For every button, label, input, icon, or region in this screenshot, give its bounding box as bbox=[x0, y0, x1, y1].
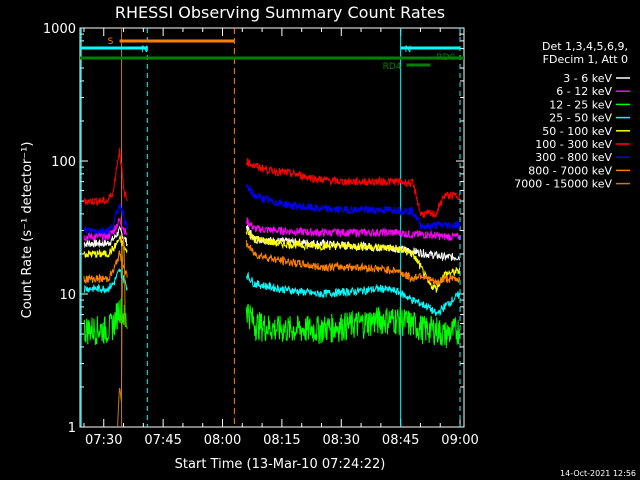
x-tick-label: 07:45 bbox=[144, 433, 181, 448]
y-tick-label: 1 bbox=[68, 421, 76, 436]
series-line bbox=[245, 157, 461, 218]
night-bar-label: N bbox=[405, 45, 412, 55]
chart-title: RHESSI Observing Summary Count Rates bbox=[115, 3, 445, 22]
series-line bbox=[245, 217, 461, 242]
x-tick-label: 07:30 bbox=[85, 433, 122, 448]
series-line bbox=[245, 271, 461, 317]
saa-bar-label: S bbox=[108, 37, 114, 47]
series-line bbox=[245, 303, 461, 349]
legend-label: 800 - 7000 keV bbox=[528, 164, 612, 177]
series-line bbox=[83, 250, 128, 285]
series-line bbox=[245, 184, 461, 232]
decimation-bar-label: RD4 bbox=[383, 62, 402, 72]
y-tick-label: 10 bbox=[59, 288, 76, 303]
series-line bbox=[83, 202, 128, 236]
x-tick-label: 08:45 bbox=[382, 433, 419, 448]
night-bar-label: N bbox=[141, 45, 148, 55]
series-line bbox=[83, 225, 128, 249]
series-line bbox=[83, 216, 128, 243]
legend-header: FDecim 1, Att 0 bbox=[543, 53, 628, 66]
decimation-bar-label: RD0 bbox=[436, 53, 455, 63]
footer-date: 14-Oct-2021 12:56 bbox=[560, 469, 636, 478]
series-line bbox=[245, 228, 461, 293]
x-tick-label: 08:00 bbox=[204, 433, 241, 448]
legend-label: 7000 - 15000 keV bbox=[514, 178, 612, 191]
x-tick-label: 08:15 bbox=[263, 433, 300, 448]
legend-label: 300 - 800 keV bbox=[535, 151, 612, 164]
series-line bbox=[83, 148, 128, 206]
legend-label: 6 - 12 keV bbox=[556, 85, 612, 98]
legend-label: 3 - 6 keV bbox=[563, 72, 612, 85]
series-line bbox=[83, 267, 128, 295]
y-tick-label: 1000 bbox=[43, 22, 76, 37]
y-tick-label: 100 bbox=[51, 155, 76, 170]
legend-label: 12 - 25 keV bbox=[549, 98, 612, 111]
plot-area: 1 10 100 1000 07:30 07:45 08:00 08:15 08:30 08:45… bbox=[43, 22, 479, 448]
x-tick-label: 09:00 bbox=[441, 433, 478, 448]
series-line bbox=[83, 298, 128, 345]
series-line bbox=[117, 236, 126, 428]
series-line bbox=[245, 239, 461, 286]
series-line bbox=[83, 234, 128, 259]
y-axis-label: Count Rate (s⁻¹ detector⁻¹) bbox=[20, 142, 35, 319]
legend-label: 50 - 100 keV bbox=[542, 125, 612, 138]
x-axis-label: Start Time (13-Mar-10 07:24:22) bbox=[175, 457, 386, 472]
legend-label: 100 - 300 keV bbox=[535, 138, 612, 151]
legend-label: 25 - 50 keV bbox=[549, 112, 612, 125]
legend-header: Det 1,3,4,5,6,9, bbox=[542, 40, 628, 53]
plot-frame bbox=[79, 27, 465, 428]
x-tick-label: 08:30 bbox=[323, 433, 360, 448]
